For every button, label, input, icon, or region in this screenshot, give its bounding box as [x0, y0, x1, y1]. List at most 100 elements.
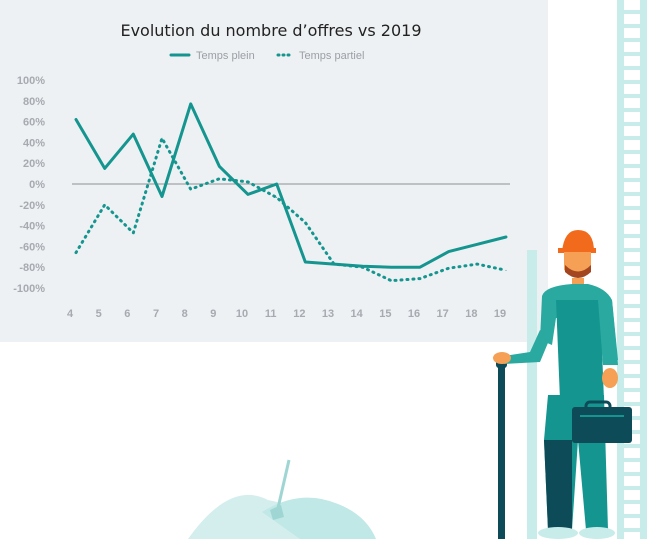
scaffold-rung [617, 262, 647, 266]
scaffold-rung [617, 290, 647, 294]
y-tick-label: -40% [19, 221, 45, 233]
scaffold-rung [617, 192, 647, 196]
x-tick-label: 19 [494, 308, 506, 320]
x-tick-label: 4 [67, 308, 74, 320]
y-tick-label: 0% [29, 179, 45, 191]
data-point [505, 236, 507, 238]
series-layer [74, 102, 508, 283]
x-tick-label: 10 [236, 308, 248, 320]
scaffold-rung [617, 318, 647, 322]
scaffold-rung [617, 136, 647, 140]
data-point [304, 221, 306, 223]
x-tick-label: 13 [322, 308, 334, 320]
scaffold-rung [617, 346, 647, 350]
data-point [390, 266, 392, 268]
x-tick-label: 14 [351, 308, 364, 320]
data-point [247, 181, 249, 183]
x-tick-label: 15 [379, 308, 391, 320]
x-tick-label: 9 [210, 308, 216, 320]
series-line-temps-partiel [74, 136, 508, 283]
scaffold-rung [617, 24, 647, 28]
x-tick-label: 17 [437, 308, 449, 320]
y-tick-label: 80% [23, 96, 45, 108]
data-point [333, 263, 335, 265]
data-point [476, 243, 478, 245]
scaffold-rung [617, 472, 647, 476]
chart-title: Evolution du nombre d’offres vs 2019 [120, 21, 421, 40]
series-line-temps-plein [74, 102, 508, 269]
data-point [476, 263, 478, 265]
scaffold-rung [617, 514, 647, 518]
data-point [75, 252, 77, 254]
scaffold-rung [617, 528, 647, 532]
data-point [362, 266, 364, 268]
scaffold-rung [617, 206, 647, 210]
scaffold-rung [617, 122, 647, 126]
data-point [448, 267, 450, 269]
data-point [104, 204, 106, 206]
worker-illustration [493, 230, 632, 539]
x-tick-label: 12 [293, 308, 305, 320]
y-tick-label: 40% [23, 137, 45, 149]
scaffold-rung [617, 178, 647, 182]
data-point [419, 266, 421, 268]
scaffold-rung [617, 80, 647, 84]
data-point [104, 167, 106, 169]
scaffold-rung [617, 220, 647, 224]
x-tick-label: 6 [124, 308, 130, 320]
data-point [75, 119, 77, 121]
scaffold-rung [617, 108, 647, 112]
data-point [390, 280, 392, 282]
data-point [276, 183, 278, 185]
legend-label-temps-partiel: Temps partiel [299, 50, 364, 62]
sand-pile-illustration [188, 459, 376, 539]
scaffold-rung [617, 332, 647, 336]
scaffold-rung [617, 248, 647, 252]
x-tick-label: 16 [408, 308, 420, 320]
scaffold-rung [617, 304, 647, 308]
data-point [161, 195, 163, 197]
data-point [161, 137, 163, 139]
scaffold-rung [617, 66, 647, 70]
scaffold-rung [617, 486, 647, 490]
y-tick-label: 20% [23, 158, 45, 170]
scaffold-rung [617, 276, 647, 280]
data-point [419, 278, 421, 280]
scaffold-rung [617, 444, 647, 448]
data-point [132, 232, 134, 234]
scaffold-rung [617, 388, 647, 392]
scaffold-rung [617, 458, 647, 462]
scaffold-rung [617, 500, 647, 504]
y-tick-label: 60% [23, 117, 45, 129]
scaffold-rung [617, 164, 647, 168]
data-point [132, 133, 134, 135]
data-point [448, 251, 450, 253]
scaffold-rung [617, 234, 647, 238]
y-tick-label: -100% [13, 283, 45, 295]
data-point [276, 197, 278, 199]
scaffold-rung [617, 150, 647, 154]
scaffold-rung [617, 38, 647, 42]
x-tick-label: 7 [153, 308, 159, 320]
x-tick-label: 18 [465, 308, 477, 320]
scaffolding-illustration [527, 0, 647, 539]
x-tick-label: 5 [96, 308, 102, 320]
data-point [247, 193, 249, 195]
scaffold-rung [617, 402, 647, 406]
scaffold-rung [617, 374, 647, 378]
chart-card [0, 0, 548, 342]
data-point [218, 165, 220, 167]
data-point [190, 188, 192, 190]
scaffold-rung [617, 94, 647, 98]
data-point [505, 269, 507, 271]
x-axis-ticks: 4 5 6 7 8 9 10 11 12 13 14 15 16 17 18 19 [67, 308, 506, 320]
legend: Temps plein Temps partiel [169, 50, 364, 62]
data-point [218, 178, 220, 180]
scaffold-rung [617, 52, 647, 56]
legend-label-temps-plein: Temps plein [196, 50, 255, 62]
y-axis-ticks: 100% 80% 60% 40% 20% 0% -20% -40% -60% -80% -100% [13, 75, 45, 295]
y-tick-label: -60% [19, 241, 45, 253]
y-tick-label: 100% [17, 75, 45, 87]
data-point [190, 103, 192, 105]
